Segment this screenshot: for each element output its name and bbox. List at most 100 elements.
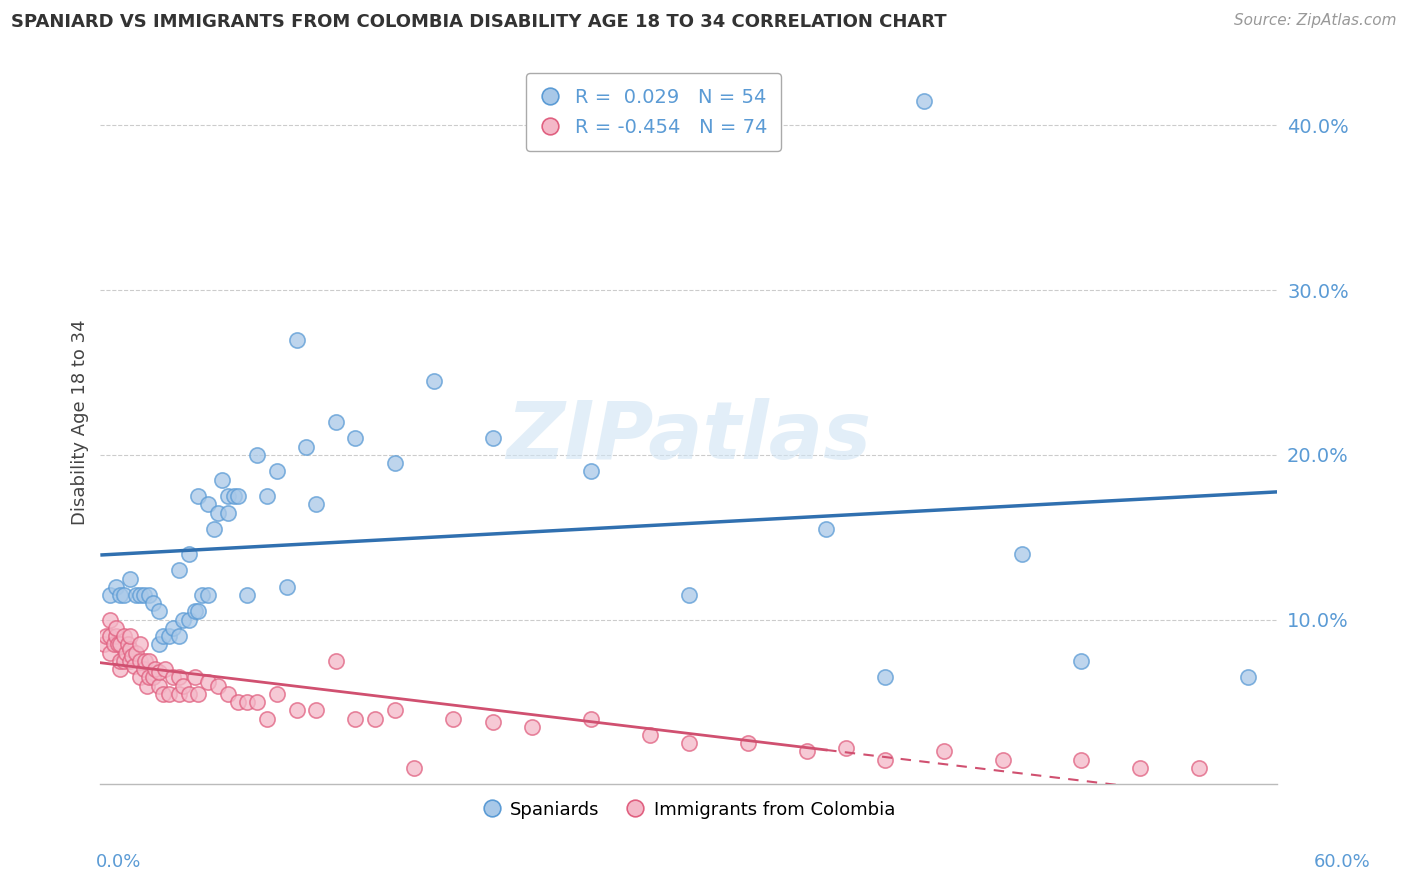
Point [266, 687, 288, 701]
Point [105, 621, 128, 635]
Point [285, 703, 308, 717]
Point [796, 744, 818, 758]
Point [305, 703, 328, 717]
Point [118, 629, 141, 643]
Point [276, 580, 298, 594]
Point [105, 629, 128, 643]
Point [202, 522, 225, 536]
Point [112, 588, 135, 602]
Point [128, 637, 150, 651]
Point [153, 662, 176, 676]
Point [364, 712, 387, 726]
Point [222, 489, 245, 503]
Point [93, 637, 115, 651]
Point [187, 489, 209, 503]
Point [183, 670, 205, 684]
Point [183, 604, 205, 618]
Point [197, 588, 219, 602]
Point [172, 613, 194, 627]
Point [124, 588, 146, 602]
Point [443, 712, 465, 726]
Legend: Spaniards, Immigrants from Colombia: Spaniards, Immigrants from Colombia [475, 792, 903, 826]
Point [873, 753, 896, 767]
Point [932, 744, 955, 758]
Point [384, 703, 406, 717]
Point [1188, 761, 1211, 775]
Point [305, 497, 328, 511]
Y-axis label: Disability Age 18 to 34: Disability Age 18 to 34 [72, 319, 89, 524]
Point [148, 637, 170, 651]
Point [211, 473, 233, 487]
Point [148, 604, 170, 618]
Point [404, 761, 426, 775]
Point [325, 654, 347, 668]
Point [285, 333, 308, 347]
Point [138, 588, 160, 602]
Point [177, 547, 200, 561]
Point [246, 695, 269, 709]
Point [96, 629, 118, 643]
Point [177, 613, 200, 627]
Point [136, 679, 159, 693]
Point [187, 604, 209, 618]
Point [143, 662, 166, 676]
Point [98, 613, 121, 627]
Point [177, 687, 200, 701]
Point [236, 695, 259, 709]
Point [138, 670, 160, 684]
Point [579, 465, 602, 479]
Point [132, 662, 155, 676]
Point [256, 712, 278, 726]
Text: Source: ZipAtlas.com: Source: ZipAtlas.com [1233, 13, 1396, 29]
Point [134, 654, 156, 668]
Point [423, 374, 446, 388]
Point [128, 588, 150, 602]
Point [191, 588, 214, 602]
Point [112, 654, 135, 668]
Point [142, 670, 165, 684]
Point [520, 720, 543, 734]
Point [157, 687, 180, 701]
Point [217, 489, 239, 503]
Point [266, 465, 288, 479]
Point [162, 621, 184, 635]
Point [167, 687, 190, 701]
Point [167, 629, 190, 643]
Point [108, 637, 131, 651]
Point [167, 563, 190, 577]
Point [117, 637, 139, 651]
Text: ZIPatlas: ZIPatlas [506, 398, 872, 475]
Point [172, 679, 194, 693]
Point [912, 94, 935, 108]
Point [118, 654, 141, 668]
Point [236, 588, 259, 602]
Point [115, 646, 138, 660]
Point [344, 712, 367, 726]
Point [678, 736, 700, 750]
Point [152, 687, 174, 701]
Point [122, 658, 145, 673]
Point [873, 670, 896, 684]
Point [384, 456, 406, 470]
Point [207, 679, 229, 693]
Point [1237, 670, 1260, 684]
Text: 0.0%: 0.0% [96, 853, 141, 871]
Point [148, 665, 170, 680]
Point [105, 580, 128, 594]
Point [118, 642, 141, 657]
Point [1129, 761, 1152, 775]
Point [1011, 547, 1033, 561]
Point [187, 687, 209, 701]
Point [1070, 654, 1092, 668]
Point [108, 654, 131, 668]
Point [835, 741, 858, 756]
Point [197, 675, 219, 690]
Point [121, 648, 143, 663]
Point [325, 415, 347, 429]
Point [481, 714, 503, 729]
Point [815, 522, 838, 536]
Point [167, 670, 190, 684]
Point [678, 588, 700, 602]
Point [481, 432, 503, 446]
Point [207, 506, 229, 520]
